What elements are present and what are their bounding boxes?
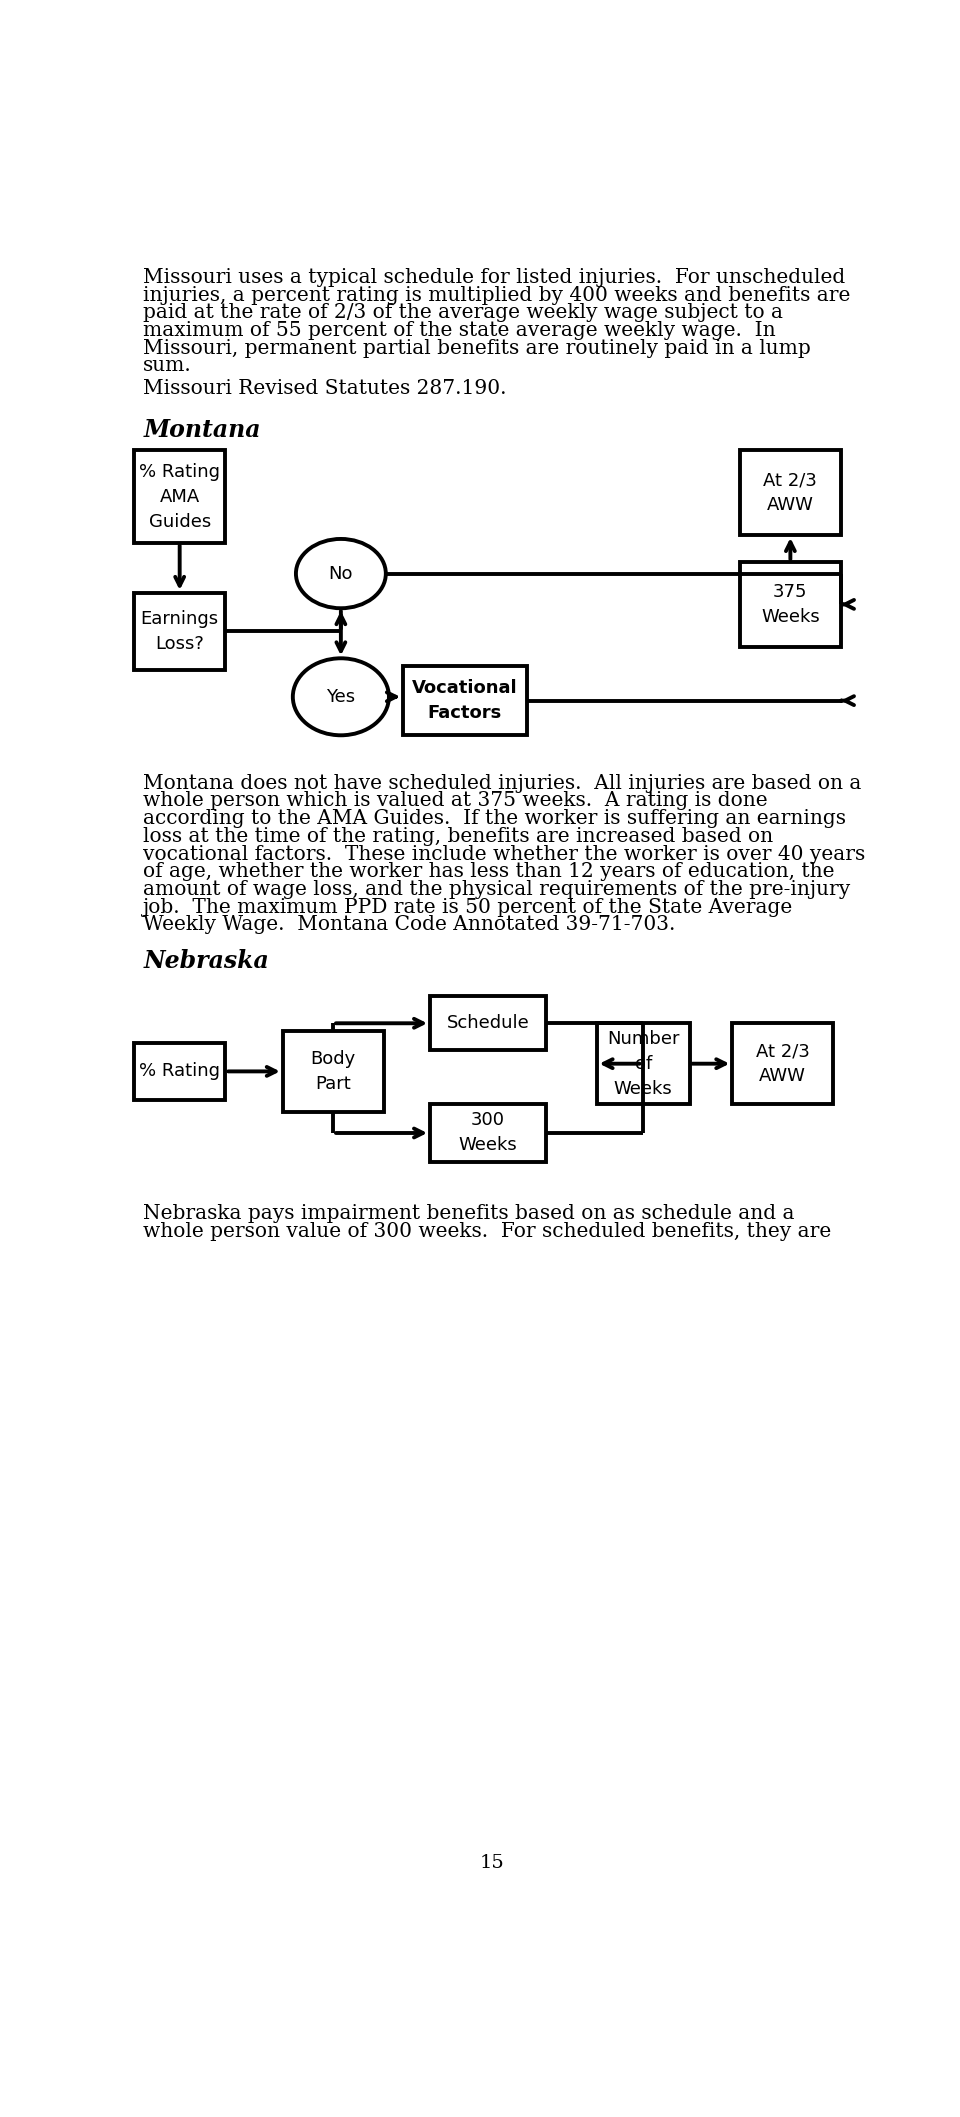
- Bar: [134, 1042, 226, 1101]
- Text: 375
Weeks: 375 Weeks: [761, 582, 820, 627]
- Bar: [430, 997, 546, 1050]
- Text: sum.: sum.: [143, 356, 192, 375]
- Text: Earnings
Loss?: Earnings Loss?: [140, 610, 219, 652]
- Text: At 2/3
AWW: At 2/3 AWW: [756, 1042, 809, 1086]
- Bar: [740, 561, 841, 646]
- Text: At 2/3
AWW: At 2/3 AWW: [763, 472, 817, 514]
- Bar: [732, 1023, 833, 1105]
- Text: Nebraska pays impairment benefits based on as schedule and a: Nebraska pays impairment benefits based …: [143, 1205, 795, 1224]
- Text: Missouri uses a typical schedule for listed injuries.  For unscheduled: Missouri uses a typical schedule for lis…: [143, 269, 846, 288]
- Bar: [740, 451, 841, 536]
- Bar: [283, 1031, 383, 1111]
- Text: Nebraska: Nebraska: [143, 948, 269, 972]
- Ellipse shape: [296, 540, 386, 608]
- Text: of age, whether the worker has less than 12 years of education, the: of age, whether the worker has less than…: [143, 862, 835, 881]
- Text: whole person value of 300 weeks.  For scheduled benefits, they are: whole person value of 300 weeks. For sch…: [143, 1222, 831, 1241]
- Text: Body
Part: Body Part: [310, 1050, 356, 1092]
- Text: Montana does not have scheduled injuries.  All injuries are based on a: Montana does not have scheduled injuries…: [143, 775, 862, 792]
- Text: whole person which is valued at 375 weeks.  A rating is done: whole person which is valued at 375 week…: [143, 792, 768, 811]
- Text: Missouri Revised Statutes 287.190.: Missouri Revised Statutes 287.190.: [143, 379, 507, 398]
- Text: Vocational
Factors: Vocational Factors: [412, 680, 517, 722]
- Bar: [596, 1023, 689, 1105]
- Text: % Rating: % Rating: [139, 1063, 220, 1080]
- Text: paid at the rate of 2/3 of the average weekly wage subject to a: paid at the rate of 2/3 of the average w…: [143, 303, 783, 322]
- Text: maximum of 55 percent of the state average weekly wage.  In: maximum of 55 percent of the state avera…: [143, 322, 776, 341]
- Text: Number
of
Weeks: Number of Weeks: [607, 1029, 680, 1099]
- Bar: [134, 451, 226, 542]
- Text: loss at the time of the rating, benefits are increased based on: loss at the time of the rating, benefits…: [143, 828, 774, 847]
- Bar: [134, 593, 226, 669]
- Text: Weekly Wage.  Montana Code Annotated 39-71-703.: Weekly Wage. Montana Code Annotated 39-7…: [143, 915, 676, 934]
- Ellipse shape: [293, 658, 389, 735]
- Text: amount of wage loss, and the physical requirements of the pre-injury: amount of wage loss, and the physical re…: [143, 881, 851, 900]
- Text: Schedule: Schedule: [446, 1014, 530, 1033]
- Bar: [403, 667, 527, 735]
- Text: 15: 15: [480, 1854, 504, 1871]
- Text: injuries, a percent rating is multiplied by 400 weeks and benefits are: injuries, a percent rating is multiplied…: [143, 286, 851, 305]
- Text: No: No: [328, 565, 353, 582]
- Text: job.  The maximum PPD rate is 50 percent of the State Average: job. The maximum PPD rate is 50 percent …: [143, 898, 794, 917]
- Text: Missouri, permanent partial benefits are routinely paid in a lump: Missouri, permanent partial benefits are…: [143, 339, 811, 358]
- Text: Yes: Yes: [326, 688, 355, 705]
- Bar: [430, 1105, 546, 1162]
- Text: vocational factors.  These include whether the worker is over 40 years: vocational factors. These include whethe…: [143, 845, 866, 864]
- Text: % Rating
AMA
Guides: % Rating AMA Guides: [139, 464, 220, 531]
- Text: according to the AMA Guides.  If the worker is suffering an earnings: according to the AMA Guides. If the work…: [143, 809, 847, 828]
- Text: 300
Weeks: 300 Weeks: [459, 1111, 517, 1154]
- Text: Montana: Montana: [143, 417, 261, 442]
